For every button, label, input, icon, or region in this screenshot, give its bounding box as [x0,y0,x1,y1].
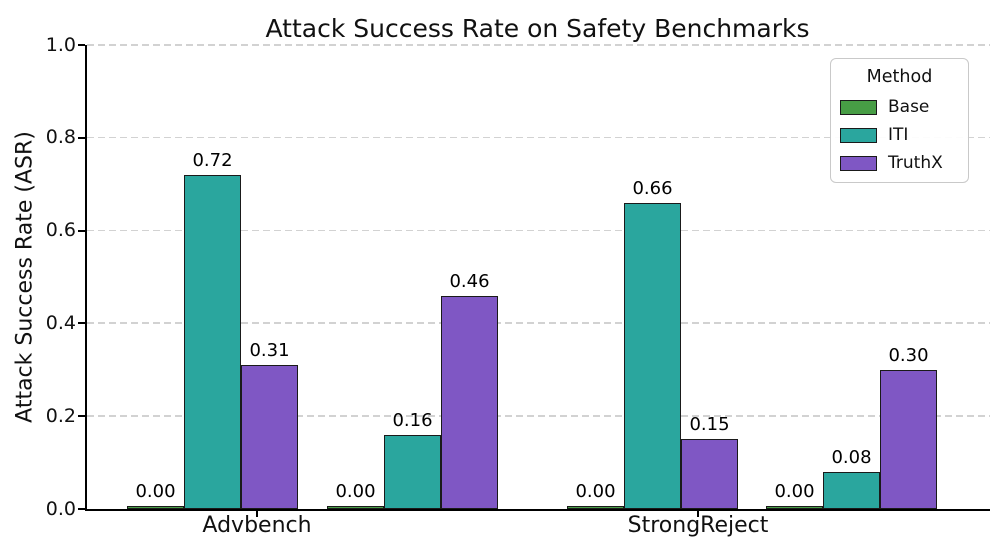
y-tick-label: 0.8 [45,126,76,149]
legend-entry-label: Base [888,97,930,117]
bar-truthx-1 [241,365,298,509]
bar-value-label: 0.00 [335,481,376,502]
legend-entry-truthx: TruthX [840,149,968,177]
bar-value-label: 0.16 [392,409,433,431]
x-tick-mark [697,511,699,517]
y-tick-label: 0.0 [45,497,76,520]
legend-swatch-icon [840,99,877,115]
bar-truthx-3 [681,439,738,509]
legend: Method Base ITI TruthX [830,58,969,183]
gridline [87,415,990,417]
y-tick-mark [78,229,85,232]
bar-iti-3 [624,202,681,509]
y-tick-mark [78,322,85,325]
legend-entries: Base ITI TruthX [831,93,968,177]
gridline [87,229,990,232]
bar-value-label: 0.15 [689,414,730,436]
legend-entry-iti: ITI [840,121,968,149]
bar-value-label: 0.66 [632,177,673,199]
legend-entry-label: ITI [888,125,909,145]
bar-truthx-2 [441,295,498,509]
bar-truthx-4 [880,369,937,509]
bar-iti-4 [823,471,880,509]
bar-base-3 [567,506,624,509]
y-tick-label: 0.2 [45,404,76,427]
bar-value-label: 0.31 [249,340,290,362]
bar-value-label: 0.00 [575,481,616,502]
chart-title: Attack Success Rate on Safety Benchmarks [265,14,810,43]
bar-value-label: 0.08 [831,446,872,468]
y-tick-label: 0.6 [45,219,76,242]
gridline [87,44,990,46]
bar-value-label: 0.00 [774,481,815,502]
y-tick-label: 1.0 [45,33,76,56]
bar-iti-1 [184,174,241,509]
legend-swatch-icon [840,155,877,171]
x-tick-label: StrongReject [627,513,769,538]
y-tick-mark [78,508,85,510]
legend-entry-label: TruthX [888,153,943,173]
bar-base-4 [766,506,823,509]
plot-area: 0.00 0.00 0.00 0.00 0.72 0.16 0.66 0.08 0.31 0.46… [85,44,990,511]
x-tick-mark [256,511,258,517]
y-tick-mark [78,44,85,46]
legend-swatch-icon [840,127,877,143]
bar-iti-2 [384,434,441,509]
y-axis-label: Attack Success Rate (ASR) [12,131,38,423]
bar-value-label: 0.46 [449,270,490,292]
y-tick-mark [78,136,85,139]
y-tick-mark [78,415,85,418]
legend-entry-base: Base [840,93,968,121]
bar-base-2 [327,506,384,509]
gridline [87,322,990,324]
bar-value-label: 0.72 [192,149,233,171]
gridline [87,136,990,139]
y-tick-label: 0.4 [45,311,76,334]
bar-base-1 [127,506,184,509]
bar-value-label: 0.00 [135,481,176,502]
x-tick-label: Advbench [202,513,312,538]
bar-value-label: 0.30 [888,344,929,366]
legend-title: Method [866,67,933,87]
